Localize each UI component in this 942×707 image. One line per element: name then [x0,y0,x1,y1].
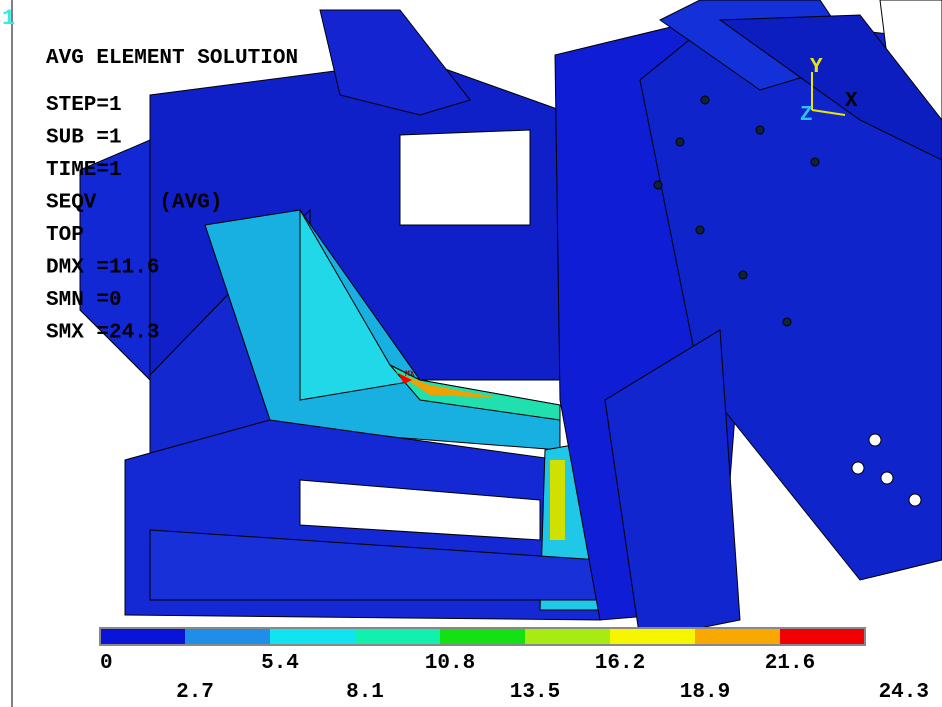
legend-swatch [355,628,440,645]
info-block: AVG ELEMENT SOLUTION STEP=1 SUB =1 TIME=1 SE… [46,47,298,345]
triad-y-label: Y [810,56,823,79]
legend-swatch [695,628,780,645]
info-line: STEP=1 [46,94,122,117]
legend-label: 21.6 [765,652,815,675]
triad-x-label: X [845,90,858,113]
legend-swatch [440,628,525,645]
info-line: SEQV (AVG) [46,192,222,215]
legend-swatch [100,628,185,645]
info-line: TOP [46,224,84,247]
legend-label: 18.9 [680,681,730,704]
info-line: AVG ELEMENT SOLUTION [46,47,298,70]
max-marker: MX [405,370,415,379]
triad-z-label: Z [800,104,813,127]
info-line: DMX =11.6 [46,257,159,280]
info-line: SUB =1 [46,127,122,150]
legend-swatch [270,628,355,645]
legend-frame [99,627,866,646]
legend-swatch [185,628,270,645]
info-line: SMX =24.3 [46,322,159,345]
legend-label: 24.3 [879,681,929,704]
legend-swatch [610,628,695,645]
legend-swatch [780,628,865,645]
info-line: TIME=1 [46,159,122,182]
legend-label: 16.2 [595,652,645,675]
window-number: 1 [2,6,15,31]
legend-label: 5.4 [261,652,299,675]
legend: 0 2.7 5.4 8.1 10.8 13.5 16.2 18.9 21.6 24.3 [99,627,929,704]
legend-label: 8.1 [346,681,384,704]
legend-label: 10.8 [425,652,475,675]
triad-x-axis [811,109,846,116]
triad: Y Z X [800,56,858,127]
legend-label: 0 [100,652,113,675]
legend-label: 2.7 [176,681,214,704]
model [79,0,942,641]
legend-label: 13.5 [510,681,560,704]
legend-swatch [525,628,610,645]
info-line: SMN =0 [46,289,122,312]
